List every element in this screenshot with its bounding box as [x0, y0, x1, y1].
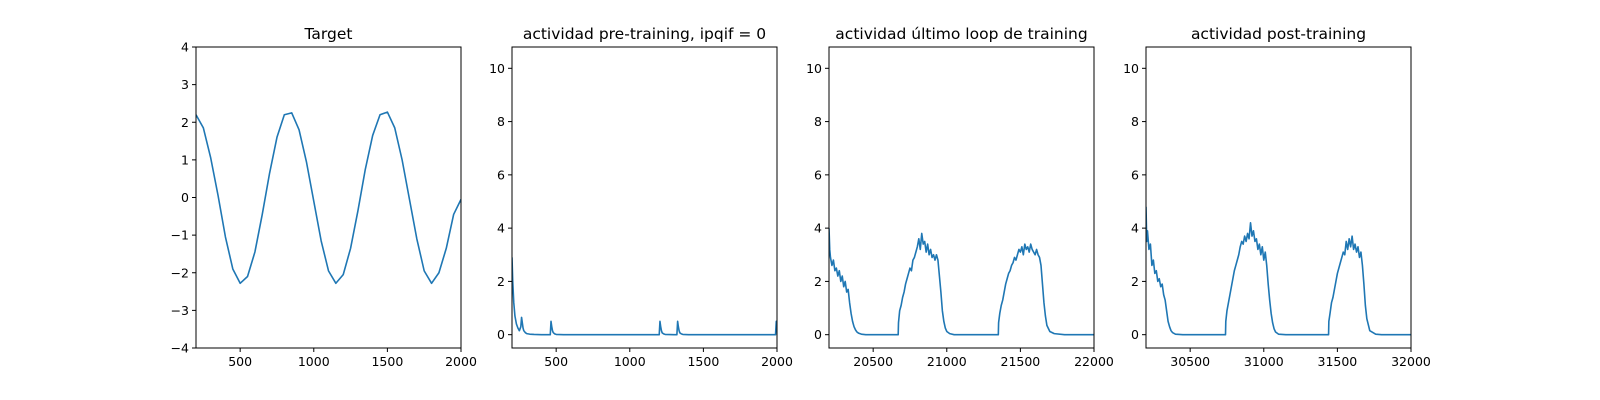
subplot-last-training-loop: actividad último loop de training 20500 2…: [806, 25, 1114, 369]
y-tick-label: 4: [497, 221, 505, 236]
axes-frame: [828, 46, 1095, 349]
x-tick-label: 31500: [1318, 354, 1358, 369]
x-tick-label: 2000: [761, 354, 793, 369]
x-tick-label: 500: [228, 354, 252, 369]
y-tick-label: 6: [814, 167, 822, 182]
y-tick-label: 10: [489, 61, 505, 76]
y-tick-label: −2: [171, 265, 189, 280]
y-tick-label: 2: [814, 274, 822, 289]
x-tick-label: 1000: [298, 354, 330, 369]
y-tick-label: 2: [497, 274, 505, 289]
y-tick-label: 0: [497, 327, 505, 342]
y-tick-label: −3: [171, 303, 189, 318]
y-tick-label: 10: [806, 61, 822, 76]
y-tick-label: 10: [1123, 61, 1139, 76]
y-tick-label: 2: [1131, 274, 1139, 289]
y-tick-label: 0: [814, 327, 822, 342]
x-tick-label: 21500: [1001, 354, 1041, 369]
y-tick-label: 4: [1131, 221, 1139, 236]
x-tick-label: 1000: [614, 354, 646, 369]
y-tick-label: 4: [181, 40, 189, 55]
x-tick-label: 1500: [687, 354, 719, 369]
y-tick-label: 2: [181, 115, 189, 130]
subplot-title: actividad pre-training, ipqif = 0: [523, 25, 766, 43]
x-tick-label: 30500: [1170, 354, 1210, 369]
x-tick-label: 1500: [371, 354, 403, 369]
axes-frame: [1145, 46, 1412, 349]
y-tick-label: −4: [171, 341, 189, 356]
series-line: [829, 228, 1094, 336]
y-tick-label: 6: [497, 167, 505, 182]
subplot-target: Target 500 1000 1500 2000 −4 −3 −2 −1 0 1 2 3 4: [171, 25, 477, 369]
x-tick-label: 22000: [1074, 354, 1114, 369]
x-tick-label: 32000: [1391, 354, 1431, 369]
x-tick-label: 2000: [445, 354, 477, 369]
y-tick-label: 0: [181, 190, 189, 205]
y-tick-label: −1: [171, 228, 189, 243]
subplot-post-training: actividad post-training 30500 31000 31500 3…: [1123, 25, 1431, 369]
y-tick-label: 4: [814, 221, 822, 236]
series-line: [196, 111, 461, 285]
y-tick-label: 3: [181, 77, 189, 92]
x-tick-label: 21000: [927, 354, 967, 369]
x-tick-label: 500: [544, 354, 568, 369]
y-tick-label: 8: [1131, 114, 1139, 129]
subplot-title: Target: [304, 25, 353, 43]
y-tick-label: 8: [497, 114, 505, 129]
subplot-title: actividad último loop de training: [835, 25, 1087, 43]
y-tick-label: 6: [1131, 167, 1139, 182]
subplot-title: actividad post-training: [1191, 25, 1366, 43]
series-line: [512, 257, 777, 336]
axes-frame: [511, 46, 778, 349]
series-line: [1146, 206, 1411, 336]
subplot-pre-training: actividad pre-training, ipqif = 0 500 100…: [489, 25, 793, 369]
y-tick-label: 1: [181, 152, 189, 167]
x-tick-label: 31000: [1244, 354, 1284, 369]
y-tick-label: 8: [814, 114, 822, 129]
y-tick-label: 0: [1131, 327, 1139, 342]
axes-frame: [195, 46, 462, 349]
x-tick-label: 20500: [853, 354, 893, 369]
